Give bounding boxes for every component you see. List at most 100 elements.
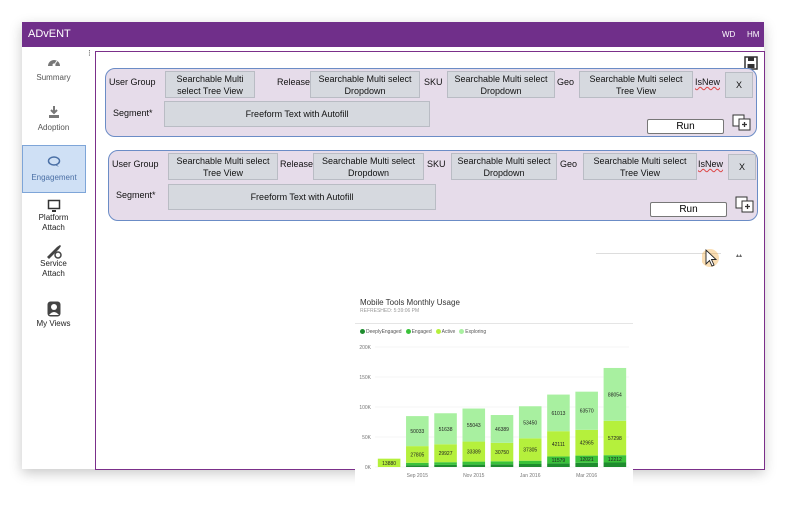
monitor-icon bbox=[47, 199, 60, 212]
data-label: 46389 bbox=[495, 427, 509, 433]
x-tick-label: Sep 2015 bbox=[407, 473, 429, 479]
bar-segment bbox=[518, 464, 542, 467]
app-window: ADvENT WD HM Summary Adoption Engagement… bbox=[22, 22, 765, 487]
release-label: Release bbox=[277, 77, 311, 87]
sku-dropdown[interactable]: Searchable Multi select Dropdown bbox=[447, 71, 555, 98]
resize-grip-icon[interactable]: ⁝ bbox=[88, 48, 91, 58]
collapse-caret-icon[interactable]: ▴▴ bbox=[735, 253, 742, 259]
user-icon bbox=[47, 301, 60, 317]
bar-segment bbox=[603, 462, 627, 467]
segment-label: Segment* bbox=[116, 190, 156, 200]
chart-plot: 0K 50K 100K 150K 200K 13880 27805 50033 29927 516… bbox=[359, 345, 629, 479]
bar-segment bbox=[406, 462, 429, 466]
legend-item-active[interactable]: Active bbox=[435, 329, 455, 335]
data-label: 57298 bbox=[608, 436, 622, 442]
dashboard-icon bbox=[47, 60, 60, 67]
duplicate-icon[interactable] bbox=[732, 114, 752, 132]
bar-segment bbox=[490, 461, 514, 465]
y-tick-label: 100K bbox=[359, 405, 371, 411]
isnew-toggle[interactable]: X bbox=[728, 154, 756, 180]
x-tick-label: Nov 2015 bbox=[463, 473, 485, 479]
data-label: 30750 bbox=[495, 450, 509, 456]
bar-segment bbox=[490, 442, 514, 462]
user-group-label: User Group bbox=[109, 77, 156, 87]
data-label: 53450 bbox=[523, 420, 537, 426]
bar-segment bbox=[434, 462, 457, 465]
bar-segment bbox=[575, 462, 598, 467]
x-tick-label: Mar 2016 bbox=[576, 473, 597, 479]
bar-segment bbox=[603, 367, 627, 421]
bar-segment bbox=[547, 394, 570, 432]
bar-segment bbox=[603, 420, 627, 456]
isnew-toggle[interactable]: X bbox=[725, 72, 753, 98]
geo-label: Geo bbox=[560, 159, 578, 169]
data-label: 12021 bbox=[580, 457, 594, 463]
sidebar-item-platform-attach[interactable]: Platform Attach bbox=[22, 199, 85, 239]
chart-divider bbox=[355, 323, 633, 324]
chart-legend: DeeplyEngaged Engaged Active Exploring bbox=[360, 329, 486, 335]
chat-icon bbox=[47, 156, 61, 167]
geo-tree-select[interactable]: Searchable Multi select Tree View bbox=[579, 71, 693, 98]
bar-segment bbox=[462, 464, 486, 467]
data-label: 50033 bbox=[410, 429, 424, 435]
data-label: 61013 bbox=[551, 411, 565, 417]
isnew-label: IsNew bbox=[695, 77, 721, 87]
bar-segment bbox=[575, 455, 598, 463]
user-group-tree-select[interactable]: Searchable Multi select Tree View bbox=[165, 71, 255, 98]
segment-label: Segment* bbox=[113, 108, 153, 118]
data-label: 63570 bbox=[580, 409, 594, 415]
tools-icon bbox=[46, 245, 62, 259]
bar-segment bbox=[406, 446, 429, 463]
sidebar-item-label: Engagement bbox=[31, 173, 77, 182]
bar-segment bbox=[434, 413, 457, 445]
release-dropdown[interactable]: Searchable Multi select Dropdown bbox=[310, 71, 420, 98]
mouse-pointer-icon bbox=[702, 248, 719, 267]
sidebar-item-engagement[interactable]: Engagement bbox=[22, 145, 86, 193]
bar-segment bbox=[462, 441, 486, 462]
user-avatar-hm[interactable]: HM bbox=[747, 30, 760, 39]
sidebar-item-label: Summary bbox=[36, 73, 71, 82]
user-avatar-wd[interactable]: WD bbox=[722, 30, 736, 39]
bar-segment bbox=[547, 463, 570, 467]
chart-title: Mobile Tools Monthly Usage bbox=[360, 298, 460, 307]
legend-item-deeply-engaged[interactable]: DeeplyEngaged bbox=[360, 329, 402, 335]
sidebar-item-label: Adoption bbox=[37, 123, 70, 132]
y-tick-label: 0K bbox=[365, 465, 372, 471]
sku-label: SKU bbox=[424, 77, 443, 87]
download-icon bbox=[48, 106, 59, 118]
segment-input[interactable]: Freeform Text with Autofill bbox=[168, 184, 436, 210]
data-label: 51638 bbox=[439, 427, 453, 433]
bar-segment bbox=[377, 458, 401, 467]
data-label: 11579 bbox=[552, 458, 566, 464]
release-label: Release bbox=[280, 159, 314, 169]
sidebar-item-summary[interactable]: Summary bbox=[22, 55, 85, 89]
segment-input[interactable]: Freeform Text with Autofill bbox=[164, 101, 430, 127]
bar-segment bbox=[518, 460, 542, 464]
bar-segment bbox=[462, 408, 486, 442]
sidebar-item-service-attach[interactable]: Service Attach bbox=[22, 243, 85, 283]
sku-dropdown[interactable]: Searchable Multi select Dropdown bbox=[451, 153, 557, 180]
duplicate-icon[interactable] bbox=[735, 196, 755, 214]
run-button[interactable]: Run bbox=[647, 119, 724, 134]
legend-item-exploring[interactable]: Exploring bbox=[459, 329, 486, 335]
data-label: 13880 bbox=[382, 461, 396, 467]
sidebar: Summary Adoption Engagement Platform Att… bbox=[22, 47, 86, 469]
sidebar-item-label: Service Attach bbox=[40, 259, 67, 278]
sidebar-item-adoption[interactable]: Adoption bbox=[22, 105, 85, 139]
bar-segment bbox=[406, 416, 429, 447]
usage-chart: Mobile Tools Monthly Usage REFRESHED: 5:… bbox=[355, 295, 633, 487]
run-button[interactable]: Run bbox=[650, 202, 727, 217]
filter-panel-2: User Group Searchable Multi select Tree … bbox=[108, 150, 758, 221]
legend-item-engaged[interactable]: Engaged bbox=[405, 329, 432, 335]
geo-label: Geo bbox=[557, 77, 575, 87]
data-label: 42965 bbox=[580, 441, 594, 447]
release-dropdown[interactable]: Searchable Multi select Dropdown bbox=[313, 153, 424, 180]
data-label: 42111 bbox=[552, 442, 565, 448]
isnew-label: IsNew bbox=[698, 159, 724, 169]
user-group-tree-select[interactable]: Searchable Multi select Tree View bbox=[168, 153, 278, 180]
data-label: 12212 bbox=[608, 457, 622, 463]
data-label: 37305 bbox=[523, 448, 537, 454]
geo-tree-select[interactable]: Searchable Multi select Tree View bbox=[583, 153, 697, 180]
sidebar-item-label: Platform Attach bbox=[38, 213, 69, 232]
sidebar-item-my-views[interactable]: My Views bbox=[22, 301, 85, 335]
